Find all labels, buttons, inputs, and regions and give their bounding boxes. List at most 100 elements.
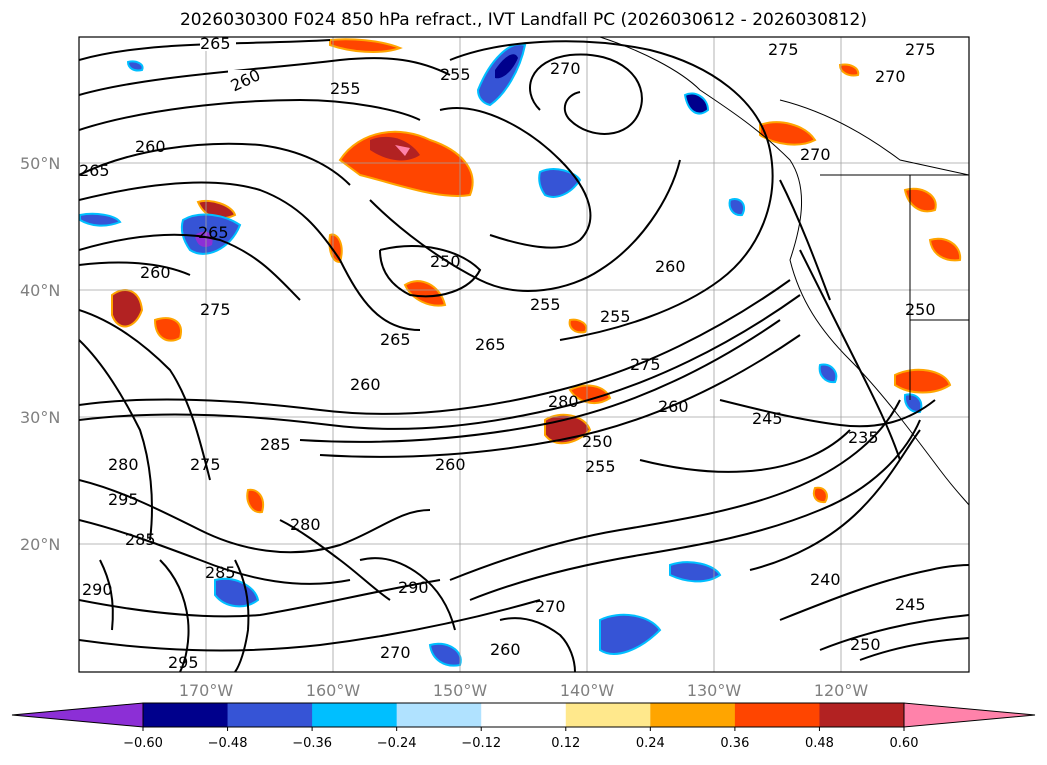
negative-anomaly-patch: [599, 613, 662, 655]
colorbar-tick-label: 0.60: [890, 736, 919, 751]
contour-label: 290: [398, 578, 429, 597]
colorbar-tick-label: −0.60: [123, 736, 163, 751]
colorbar-tick-label: 0.36: [720, 736, 749, 751]
colorbar-tick-label: −0.36: [292, 736, 332, 751]
colorbar-tick-label: −0.48: [208, 736, 248, 751]
colorbar-ticks: −0.60 −0.48 −0.36 −0.24 −0.12 0.12 0.24 0.36 0.4…: [123, 727, 918, 751]
negative-anomaly-patch: [818, 363, 838, 384]
refractivity-contours: [79, 39, 969, 672]
negative-anomaly-patch: [79, 212, 122, 227]
colorbar-tick-label: 0.12: [551, 736, 580, 751]
contour-label: 255: [600, 307, 631, 326]
positive-anomaly-patch: [838, 63, 860, 77]
coastline: [599, 37, 969, 506]
contour-label: 260: [655, 257, 686, 276]
contour-label: 235: [848, 428, 879, 447]
colorbar-segment: [819, 703, 905, 727]
contour-label: 275: [200, 300, 231, 319]
contour-label: 260: [140, 263, 171, 282]
contour-label: 265: [475, 335, 506, 354]
contour-label: 255: [585, 457, 616, 476]
map-title: 2026030300 F024 850 hPa refract., IVT La…: [179, 10, 867, 30]
latitude-labels: 50°N 40°N 30°N 20°N: [20, 154, 60, 554]
contour-label: 285: [260, 435, 291, 454]
contour-label: 250: [850, 635, 881, 654]
contour-label: 245: [895, 595, 926, 614]
contour-label: 260: [490, 640, 521, 659]
contour-label: 250: [430, 252, 461, 271]
lon-label-170w: 170°W: [179, 681, 234, 700]
contour-label: 275: [905, 40, 936, 59]
colorbar-tick-label: 0.24: [636, 736, 665, 751]
anomaly-patches: [79, 38, 962, 667]
contour-label: 270: [800, 145, 831, 164]
colorbar-tick-label: 0.48: [805, 736, 834, 751]
contour-label: 260: [658, 397, 689, 416]
lat-label-40n: 40°N: [20, 281, 60, 300]
map-frame: [78, 36, 970, 673]
lat-label-30n: 30°N: [20, 408, 60, 427]
colorbar-frame: [142, 702, 905, 728]
contour-label: 280: [548, 392, 579, 411]
longitude-labels: 170°W 160°W 150°W 140°W 130°W 120°W: [179, 681, 869, 700]
positive-anomaly-patch: [812, 486, 828, 504]
contour-label: 295: [108, 490, 139, 509]
positive-anomaly-patch: [894, 368, 952, 394]
colorbar-extend-max: [903, 702, 1036, 728]
contour-label: 255: [440, 65, 471, 84]
colorbar-segment: [227, 703, 313, 727]
negative-anomaly-patch: [495, 54, 518, 79]
contour-label: 275: [768, 40, 799, 59]
colorbar: −0.60 −0.48 −0.36 −0.24 −0.12 0.12 0.24 0.36 0.4…: [11, 702, 1036, 751]
contour-label: 275: [630, 355, 661, 374]
contour-label: 270: [550, 59, 581, 78]
contour-label: 255: [530, 295, 561, 314]
contour-label: 270: [535, 597, 566, 616]
contour-label: 280: [290, 515, 321, 534]
colorbar-extend-min: [11, 702, 144, 728]
contour-label: 295: [168, 653, 199, 672]
colorbar-segment: [143, 703, 229, 727]
colorbar-segment: [565, 703, 651, 727]
contour-label: 245: [752, 409, 783, 428]
lon-label-120w: 120°W: [814, 681, 869, 700]
positive-anomaly-patch: [928, 237, 962, 262]
lat-label-50n: 50°N: [20, 154, 60, 173]
contour-label: 260: [135, 137, 166, 156]
positive-anomaly-patch: [759, 121, 817, 146]
colorbar-segments: [11, 702, 1036, 728]
contour-label: 250: [905, 300, 936, 319]
contour-label: 270: [875, 67, 906, 86]
contour-label: 240: [810, 570, 841, 589]
positive-anomaly-patch: [153, 317, 182, 342]
colorbar-segment: [650, 703, 736, 727]
lon-label-160w: 160°W: [306, 681, 361, 700]
lat-label-20n: 20°N: [20, 535, 60, 554]
positive-anomaly-patch: [568, 318, 588, 334]
positive-anomaly-patch: [370, 136, 420, 161]
colorbar-segment: [396, 703, 482, 727]
contour-label: 270: [380, 643, 411, 662]
contour-label: 280: [108, 455, 139, 474]
positive-anomaly-patch: [329, 38, 403, 53]
map-panel[interactable]: 265 260 255 270 275 275 270 265 260 265 …: [79, 33, 969, 672]
contour-label: 250: [582, 432, 613, 451]
colorbar-tick-label: −0.24: [377, 736, 417, 751]
lon-label-130w: 130°W: [687, 681, 742, 700]
contour-label: 265: [200, 34, 231, 53]
colorbar-segment: [481, 703, 567, 727]
colorbar-segment: [312, 703, 398, 727]
contour-label: 285: [205, 563, 236, 582]
positive-anomaly-patch: [568, 384, 612, 405]
contour-label: 265: [79, 161, 110, 180]
contour-label: 285: [125, 530, 156, 549]
contour-label: 255: [330, 79, 361, 98]
contour-label: 290: [82, 580, 113, 599]
positive-anomaly-patch: [395, 145, 410, 156]
contour-label: 265: [198, 223, 229, 242]
colorbar-segment: [734, 703, 820, 727]
lon-label-150w: 150°W: [433, 681, 488, 700]
negative-anomaly-patch: [126, 60, 144, 72]
contour-label: 275: [190, 455, 221, 474]
